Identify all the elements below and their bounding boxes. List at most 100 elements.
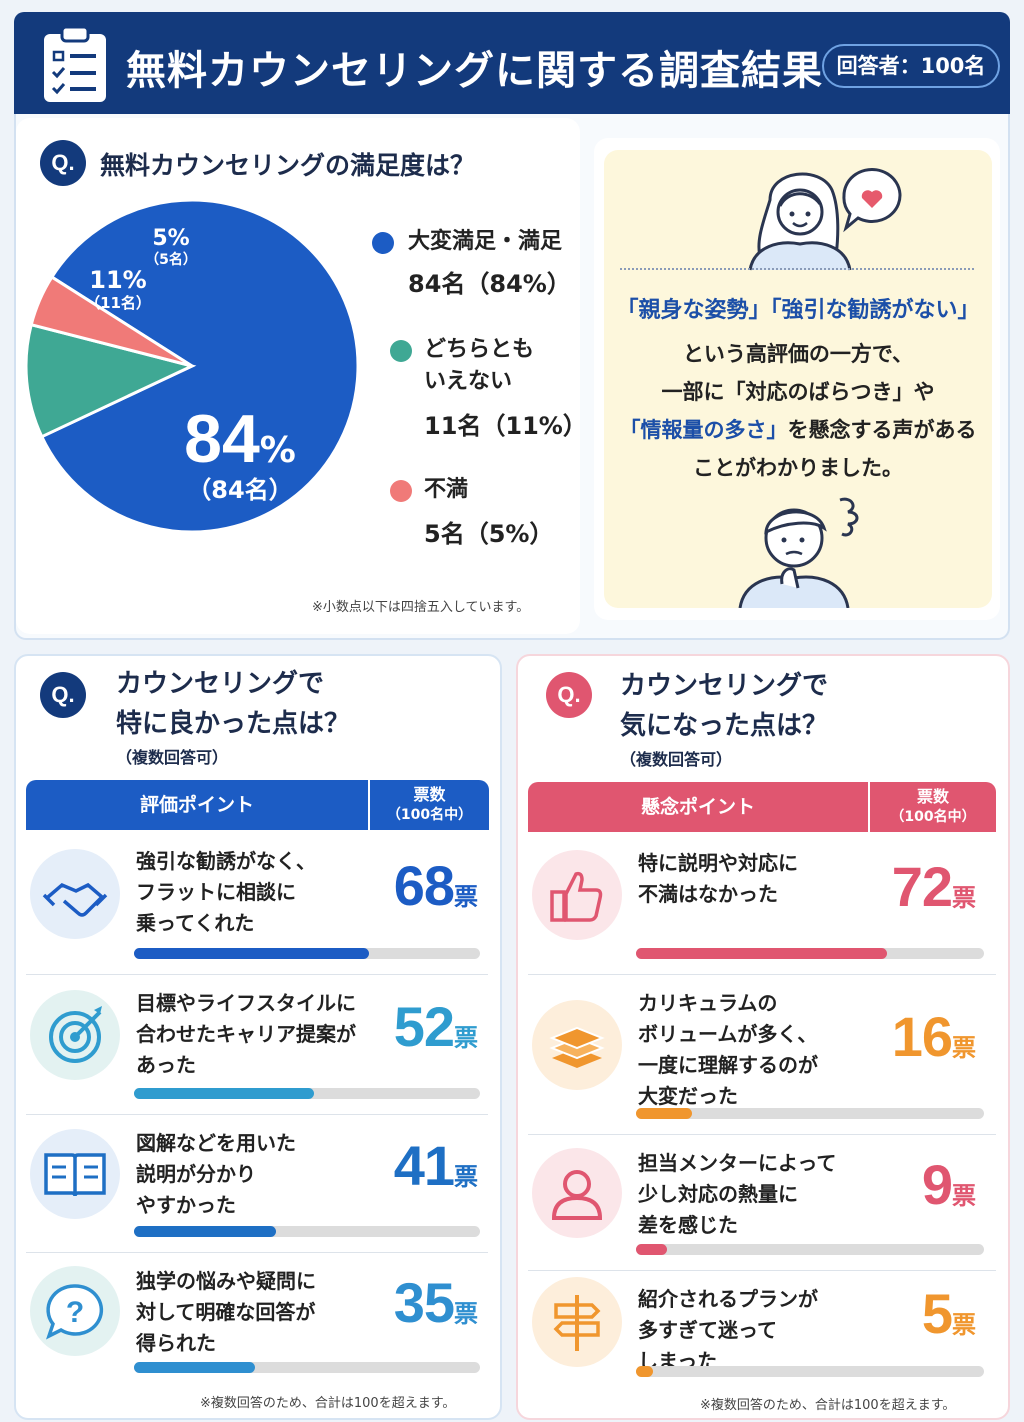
concern-row-votes: 72票	[892, 854, 976, 919]
rounding-note: ※小数点以下は四捨五入しています。	[312, 600, 530, 615]
legend-marker-dissatisfied	[390, 480, 412, 502]
clipboard-checklist-icon	[44, 25, 106, 102]
comment-highlight-line: 「親身な姿勢」「強引な勧誘がない」	[616, 298, 980, 323]
good-question-line2: 特に良かった点は？	[116, 709, 351, 739]
good-col-votes-line2: （100名中）	[386, 807, 473, 823]
vote-unit: 票	[952, 1034, 976, 1062]
good-row-votes: 52票	[394, 994, 478, 1059]
concern-col-votes-line1: 票数	[916, 787, 949, 806]
good-col-votes-line1: 票数	[413, 785, 446, 804]
signpost-icon	[532, 1277, 622, 1367]
good-multi-note: （複数回答可）	[116, 748, 229, 767]
slice-pct-neutral: 11%	[89, 266, 147, 294]
vote-count: 5	[921, 1282, 953, 1345]
good-row-votes: 41票	[394, 1133, 478, 1198]
concern-bar-track	[636, 1108, 984, 1119]
vote-unit: 票	[454, 1300, 478, 1328]
vote-unit: 票	[454, 1163, 478, 1191]
pie-slice-dissatisfied	[29, 274, 193, 368]
concern-row-votes: 16票	[892, 1004, 976, 1069]
pie-center-label: 84% （84名）	[150, 400, 330, 505]
row-divider	[26, 1114, 488, 1115]
good-total-note: ※複数回答のため、合計は100を超えます。	[200, 1396, 456, 1411]
question-bubble-icon: ?	[30, 1266, 120, 1356]
vote-count: 9	[921, 1153, 953, 1216]
concern-bar-track	[636, 948, 984, 959]
svg-text:?: ?	[66, 1296, 84, 1329]
slice-label-neutral: 11% （11名）	[78, 266, 158, 313]
handshake-icon	[30, 849, 120, 939]
concern-question: カウンセリングで 気になった点は？	[620, 666, 828, 746]
comment-line-5: ことがわかりました。	[693, 456, 903, 480]
person-icon	[532, 1148, 622, 1238]
good-question-line1: カウンセリングで	[116, 669, 325, 699]
vote-count: 35	[393, 1271, 455, 1334]
concern-bar-fill	[636, 1244, 668, 1255]
concern-bar-fill	[636, 948, 887, 959]
legend-value-satisfied: 84名（84%）	[408, 270, 571, 298]
vote-unit: 票	[454, 883, 478, 911]
legend-value-neutral: 11名（11%）	[424, 412, 587, 440]
books-stack-icon	[532, 1000, 622, 1090]
legend-label-neutral: どちらとも いえない	[424, 337, 535, 394]
legend-marker-neutral	[390, 340, 412, 362]
good-question: カウンセリングで 特に良かった点は？	[116, 664, 350, 744]
good-row-text: 図解などを用いた 説明が分かり やすかった	[136, 1131, 296, 1217]
vote-count: 16	[891, 1005, 953, 1068]
concern-row-text: 特に説明や対応に 不満はなかった	[638, 851, 798, 906]
comment-line-3: 一部に「対応のばらつき」や	[661, 380, 935, 404]
concern-row-votes: 5票	[922, 1281, 976, 1346]
vote-unit: 票	[952, 1182, 976, 1210]
legend-marker-satisfied	[372, 232, 394, 254]
comment-line-4-rest: を懸念する声がある	[787, 418, 977, 442]
header-bar: 無料カウンセリングに関する調査結果 回答者：100名	[14, 12, 1010, 114]
slice-count-neutral: （11名）	[85, 294, 151, 312]
pie-slice-neutral	[24, 322, 197, 439]
question-badge: Q.	[40, 140, 86, 186]
concern-row-votes: 9票	[922, 1152, 976, 1217]
good-bar-track	[134, 1362, 480, 1373]
vote-unit: 票	[952, 884, 976, 912]
respondents-badge: 回答者：100名	[822, 44, 1000, 88]
vote-count: 41	[393, 1134, 455, 1197]
good-bar-fill	[134, 1088, 314, 1099]
legend-label-satisfied: 大変満足・満足	[408, 229, 563, 254]
concern-row-text: 紹介されるプランが 多すぎて迷って しまった	[638, 1287, 818, 1373]
concern-question-line2: 気になった点は？	[620, 711, 829, 741]
concern-row-text: カリキュラムの ボリュームが多く、 一度に理解するのが 大変だった	[638, 991, 818, 1108]
concern-total-note: ※複数回答のため、合計は100を超えます。	[700, 1398, 956, 1413]
good-bar-fill	[134, 948, 370, 959]
concern-col-point: 懸念ポイント	[528, 782, 868, 832]
good-row-votes: 68票	[394, 853, 478, 918]
good-bar-track	[134, 1088, 480, 1099]
concern-bar-track	[636, 1366, 984, 1377]
concern-col-votes: 票数 （100名中）	[870, 782, 996, 832]
comment-divider	[620, 268, 974, 270]
concern-question-line1: カウンセリングで	[620, 671, 829, 701]
legend-value-dissatisfied: 5名（5%）	[424, 520, 554, 548]
smiling-woman-icon	[748, 168, 902, 271]
legend-label-dissatisfied: 不満	[424, 477, 469, 502]
vote-count: 52	[393, 995, 455, 1058]
vote-unit: 票	[454, 1024, 478, 1052]
satisfaction-question: 無料カウンセリングの満足度は？	[100, 151, 476, 180]
concern-bar-fill	[636, 1108, 692, 1119]
pie-center-unit: %	[259, 430, 296, 471]
good-row-text: 独学の悩みや疑問に 対して明確な回答が 得られた	[136, 1269, 316, 1355]
thinking-man-icon	[738, 497, 859, 608]
good-bar-track	[134, 948, 480, 959]
slice-pct-dissatisfied: 5%	[152, 226, 190, 251]
good-bar-fill	[134, 1226, 276, 1237]
concern-col-votes-line2: （100名中）	[890, 809, 976, 825]
vote-unit: 票	[952, 1311, 976, 1339]
slice-label-dissatisfied: 5% （5名）	[138, 226, 204, 269]
target-icon	[30, 990, 120, 1080]
pie-center-value: 84	[184, 401, 260, 477]
good-col-point: 評価ポイント	[26, 780, 368, 830]
good-col-votes: 票数 （100名中）	[370, 780, 489, 830]
row-divider	[528, 1270, 996, 1271]
pie-center-count: （84名）	[187, 476, 293, 504]
book-icon	[30, 1129, 120, 1219]
pie-slice-satisfied	[39, 198, 360, 534]
question-badge: Q.	[546, 672, 592, 718]
